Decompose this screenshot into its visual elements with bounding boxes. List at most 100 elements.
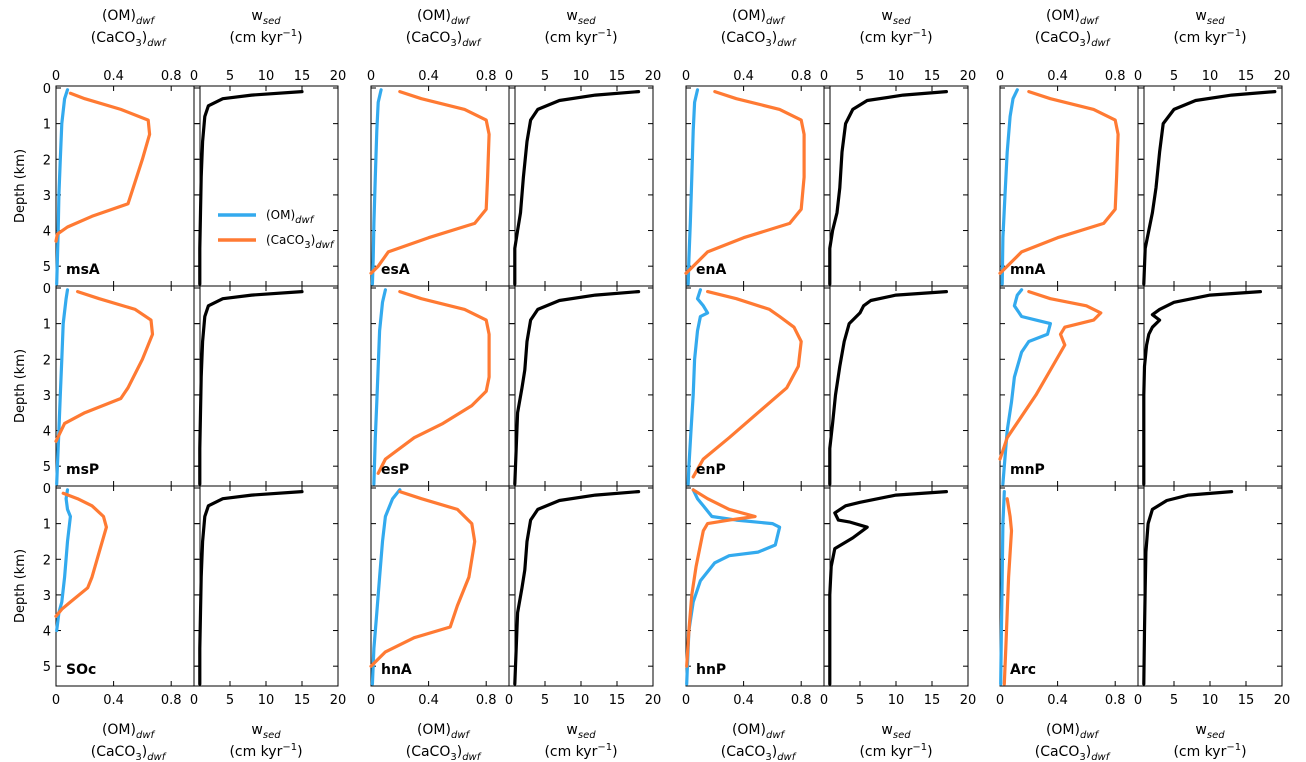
top-wsed-label-col4-main: w [1195,8,1206,24]
panel-esP-wsed-frame [508,285,654,487]
panel-SOc-wsed: 0 5 10 15 20 [190,485,347,708]
panel-Arc-wsed: 0 5 10 15 20 [1134,485,1291,708]
legend: (OM)dwf(CaCO3)dwf [218,208,335,251]
panel-esA-wsed-wsed-line [513,90,641,286]
bottom-om-label-col3-main: (OM) [732,722,766,738]
panel-msA-ratio-caco3-line [54,91,152,243]
bottom-om-label-col4: (OM)dwf [1046,722,1100,741]
panel-SOc-wsed-xtick-label-bot-20: 20 [330,693,347,708]
panel-enA-ratio-xtick-label-top-0: 0 [682,69,690,84]
top-caco3-label-col4-main: (CaCO [1035,30,1080,46]
panel-msP-wsed-frame [193,285,339,487]
top-wsed-label-col2-main: w [566,8,577,24]
bottom-caco3-label-col3-main: (CaCO [721,744,766,760]
bottom-caco3-label-col2: (CaCO3)dwf [406,744,482,762]
bottom-caco3-label-col2-sub3: 3 [450,752,456,762]
panel-esA-ratio-xtick-label-top-0: 0 [367,69,375,84]
top-wsed-label-col2-sub: sed [578,16,596,27]
top-caco3-label-col3-paren: ) [772,30,777,46]
panel-mnA-wsed-xtick-label-top-15: 15 [1238,69,1255,84]
top-wsed-label-col3-sub: sed [893,16,911,27]
panel-hnA-ratio-om-line [370,488,402,686]
bottom-caco3-label-col4-paren: ) [1086,744,1091,760]
bottom-wsed-unit-col4-main: (cm kyr [1173,744,1226,760]
panel-Arc-wsed-xtick-label-bot-5: 5 [1170,693,1178,708]
panel-label-hnA: hnA [381,662,412,678]
panel-Arc-ratio-frame [999,485,1145,687]
bottom-wsed-unit-col3-main: (cm kyr [859,744,912,760]
panel-SOc-ratio-xtick-label-bot-0: 0 [52,693,60,708]
panel-SOc-ratio-ytick-label-5: 5 [43,660,51,675]
panel-hnP-wsed-xtick-label-bot-10: 10 [888,693,905,708]
panel-mnA-ratio-frame [999,85,1145,287]
top-caco3-label-col1: (CaCO3)dwf [91,30,167,49]
panel-enP-wsed-wsed-line [828,290,948,486]
top-caco3-label-col2: (CaCO3)dwf [406,30,482,49]
panel-enP-wsed-frame [823,285,969,487]
bottom-wsed-label-col4-main: w [1195,722,1206,738]
panel-SOc-wsed-wsed-line [198,490,304,686]
panel-mnP-wsed [1137,285,1283,487]
panel-hnP-ratio-xtick-label-bot-0.4: 0.4 [733,693,754,708]
panel-Arc-wsed-frame [1137,485,1283,687]
panel-msA-wsed-xtick-label-top-15: 15 [294,69,311,84]
panel-msP-ratio: 0 1 2 3 4 5 [43,282,201,487]
top-wsed-unit-col4: (cm kyr−1) [1173,28,1246,46]
bottom-wsed-label-col1-main: w [251,722,262,738]
top-caco3-label-col2-sub3: 3 [450,38,456,49]
panel-hnA-wsed-xtick-label-bot-0: 0 [505,693,513,708]
top-caco3-label-col1-dwf: dwf [147,38,167,49]
bottom-caco3-label-col3-sub3: 3 [765,752,771,762]
panel-hnP-wsed-xtick-label-bot-5: 5 [856,693,864,708]
top-om-label-col3: (OM)dwf [732,8,786,27]
top-caco3-label-col4-dwf: dwf [1091,38,1111,49]
panel-Arc-wsed-xtick-label-bot-20: 20 [1274,693,1291,708]
top-wsed-label-col1: wsed [251,8,281,27]
panel-mnP-ratio-caco3-line [998,290,1103,461]
panel-SOc-ratio-ytick-label-0: 0 [43,482,51,497]
panel-msA-wsed-xtick-label-top-0: 0 [190,69,198,84]
panel-hnP-ratio-xtick-label-bot-0.8: 0.8 [791,693,812,708]
panel-SOc-wsed-xtick-label-bot-5: 5 [226,693,234,708]
panel-msA-ratio-xtick-label-top-0.4: 0.4 [103,69,124,84]
top-om-label-col2-main: (OM) [417,8,451,24]
panel-esP-ratio [370,285,516,487]
ylabel-depth-row-2: Depth (km) [13,349,28,423]
top-wsed-label-col3: wsed [881,8,911,27]
top-om-label-col4-main: (OM) [1046,8,1080,24]
panel-esP-wsed-wsed-line [513,290,641,486]
top-wsed-unit-col1-main: (cm kyr [229,30,282,46]
top-om-label-col1: (OM)dwf [102,8,156,27]
bottom-wsed-label-col2-sub: sed [578,730,596,741]
panel-enA-wsed-frame [823,85,969,287]
top-om-label-col1-main: (OM) [102,8,136,24]
panel-mnP-wsed-wsed-line [1142,290,1262,486]
bottom-caco3-label-col2-main: (CaCO [406,744,451,760]
panel-mnA-ratio-xtick-label-top-0.8: 0.8 [1105,69,1126,84]
panel-msP-ratio-ytick-label-5: 5 [43,460,51,475]
panel-SOc-ratio-xtick-label-bot-0.4: 0.4 [103,693,124,708]
panel-msA-wsed: 0 5 10 15 20 [190,69,346,287]
bottom-caco3-label-col1-dwf: dwf [147,752,167,762]
panel-mnA-wsed-xtick-label-top-5: 5 [1170,69,1178,84]
bottom-caco3-label-col1-sub3: 3 [135,752,141,762]
top-om-label-col2: (OM)dwf [417,8,471,27]
top-om-label-col2-sub: dwf [451,16,471,27]
panel-esP-ratio-caco3-line [376,290,491,475]
panel-SOc-ratio-ytick-label-2: 2 [43,553,51,568]
panel-label-SOc: SOc [66,662,96,678]
bottom-wsed-label-col2-main: w [566,722,577,738]
panel-msA-ratio-ytick-label-2: 2 [43,153,51,168]
legend-caco3-paren: ) [311,233,316,247]
panel-SOc-ratio-caco3-line [54,491,108,618]
bottom-om-label-col2-main: (OM) [417,722,451,738]
panel-Arc-wsed-xtick-label-bot-15: 15 [1238,693,1255,708]
top-wsed-unit-col2-exp: −1 [597,28,612,39]
panel-esP-ratio-om-line [372,288,387,486]
bottom-om-label-col1-sub: dwf [136,730,156,741]
panel-msA-wsed-wsed-line [198,90,304,286]
panel-msA-ratio-xtick-label-top-0.8: 0.8 [161,69,182,84]
legend-om-sub: dwf [295,215,315,226]
panel-SOc-wsed-xtick-label-bot-0: 0 [190,693,198,708]
panel-esA-ratio-xtick-label-top-0.4: 0.4 [418,69,439,84]
